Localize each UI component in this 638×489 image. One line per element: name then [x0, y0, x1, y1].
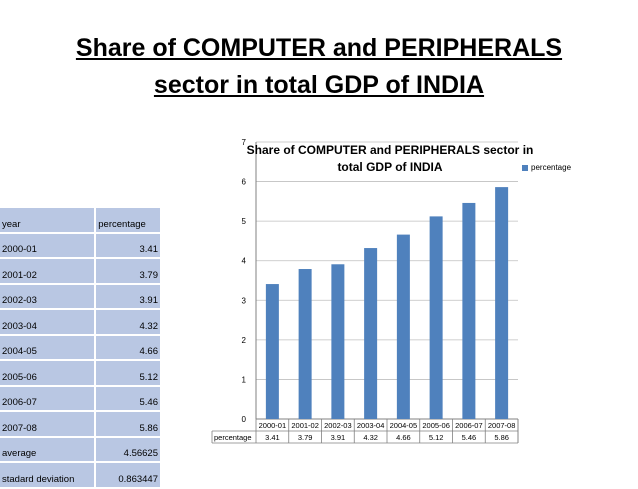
bar	[429, 216, 443, 419]
legend-label: percentage	[531, 163, 572, 172]
slide-title-line2: sector in total GDP of INDIA	[153, 71, 485, 99]
table-cell-year: 2000-01	[0, 232, 97, 259]
chart-title-line2: total GDP of INDIA	[337, 160, 443, 174]
y-tick-label: 0	[242, 415, 247, 424]
table-row: 2001-02 3.79	[0, 258, 160, 285]
table-row: 2000-01 3.41	[0, 232, 160, 259]
x-tick-label: 2002-03	[324, 421, 352, 430]
bar-chart: 0 1 2 3 4 5 6 7 2000-01 3.41 2001-02 3.79 2002-03 3.9…	[211, 138, 519, 444]
table-cell-value: 5.86	[95, 411, 160, 438]
data-table-series-label: percentage	[214, 433, 252, 442]
data-label: 4.32	[363, 433, 378, 442]
bar	[298, 269, 312, 419]
table-row: 2004-05 4.66	[0, 334, 160, 361]
table-cell-year: 2005-06	[0, 360, 97, 387]
data-label: 4.66	[396, 433, 411, 442]
y-tick-label: 4	[242, 257, 247, 266]
table-cell-year: 2003-04	[0, 309, 97, 336]
data-label: 5.12	[429, 433, 444, 442]
table-cell-value: 5.12	[95, 360, 160, 387]
x-tick-label: 2000-01	[259, 421, 287, 430]
slide-title: Share of COMPUTER and PERIPHERALS sector…	[0, 30, 638, 104]
table-cell-year: 2001-02	[0, 258, 97, 285]
table-cell-value: 3.79	[95, 258, 160, 285]
x-tick-label: 2001-02	[291, 421, 319, 430]
bar	[265, 284, 279, 419]
data-label: 3.79	[298, 433, 313, 442]
table-cell-year: 2004-05	[0, 334, 97, 361]
y-tick-label: 6	[242, 178, 247, 187]
table-cell-value: 4.56625	[95, 436, 160, 463]
x-tick-label: 2004-05	[390, 421, 418, 430]
y-tick-label: 7	[242, 138, 247, 147]
y-tick-label: 3	[242, 296, 247, 305]
data-label: 3.41	[265, 433, 280, 442]
bar	[364, 248, 378, 419]
table-row: 2006-07 5.46	[0, 385, 160, 412]
table-row: 2005-06 5.12	[0, 360, 160, 387]
bar	[331, 264, 345, 419]
y-tick-label: 2	[242, 336, 247, 345]
legend-swatch	[522, 164, 528, 171]
table-cell-value: 4.32	[95, 309, 160, 336]
table-header-cell: percentage	[95, 208, 160, 234]
bar	[462, 202, 476, 419]
table-cell-value: 3.91	[95, 283, 160, 310]
table-cell-year: average	[0, 436, 97, 463]
table-header-cell: year	[0, 208, 97, 234]
bar	[495, 187, 509, 419]
x-tick-label: 2007-08	[488, 421, 516, 430]
table-cell-year: 2007-08	[0, 411, 97, 438]
x-tick-label: 2006-07	[455, 421, 483, 430]
table-row: average 4.56625	[0, 436, 160, 463]
data-label: 5.86	[494, 433, 509, 442]
table-row: 2007-08 5.86	[0, 411, 160, 438]
table-header-row: year percentage	[0, 208, 160, 234]
chart-title-line1: Share of COMPUTER and PERIPHERALS sector…	[246, 143, 534, 157]
slide-title-line1: Share of COMPUTER and PERIPHERALS	[75, 34, 563, 62]
data-table: year percentage 2000-01 3.41 2001-02 3.79 2002…	[0, 208, 160, 489]
x-tick-label: 2003-04	[357, 421, 385, 430]
chart-legend: percentage	[522, 163, 571, 172]
table-cell-year: 2002-03	[0, 283, 97, 310]
data-label: 5.46	[462, 433, 477, 442]
table-cell-value: 4.66	[95, 334, 160, 361]
table-cell-value: 3.41	[95, 232, 160, 259]
data-label: 3.91	[331, 433, 346, 442]
table-cell-year: 2006-07	[0, 385, 97, 412]
y-tick-label: 1	[242, 375, 247, 384]
chart-title: Share of COMPUTER and PERIPHERALS sector…	[240, 142, 540, 176]
table-cell-value: 5.46	[95, 385, 160, 412]
x-tick-label: 2005-06	[422, 421, 450, 430]
y-tick-label: 5	[242, 217, 247, 226]
bar	[396, 234, 410, 419]
table-row: 2003-04 4.32	[0, 309, 160, 336]
table-row: 2002-03 3.91	[0, 283, 160, 310]
